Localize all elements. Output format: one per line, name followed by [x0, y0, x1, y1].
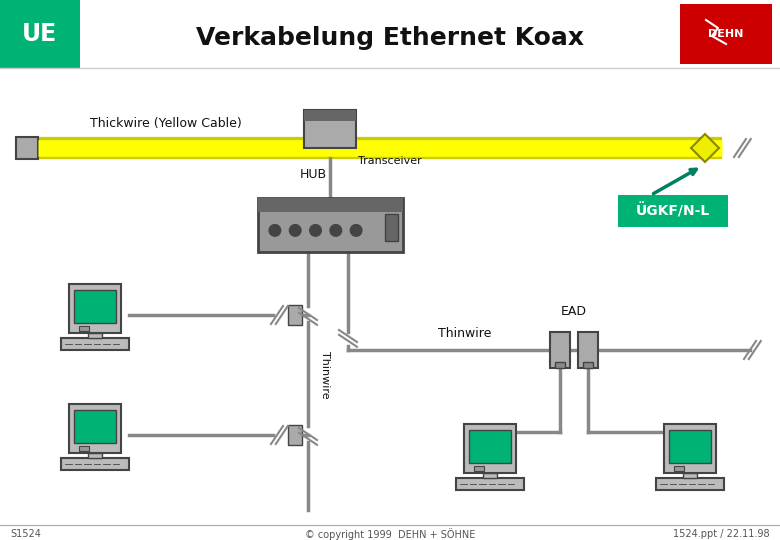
Bar	[680, 4, 772, 64]
Bar	[88, 333, 102, 338]
Text: DEHN: DEHN	[708, 29, 743, 39]
Bar	[656, 478, 724, 490]
Bar	[257, 198, 402, 252]
Bar	[550, 332, 570, 368]
Bar	[304, 110, 356, 122]
Bar	[61, 338, 129, 350]
Bar	[683, 473, 697, 478]
Circle shape	[330, 225, 342, 236]
Bar	[69, 404, 122, 453]
Bar	[74, 289, 115, 323]
Text: HUB: HUB	[300, 168, 327, 181]
Bar	[456, 478, 524, 490]
Bar	[474, 465, 484, 470]
Bar	[583, 361, 593, 368]
Text: 1524.ppt / 22.11.98: 1524.ppt / 22.11.98	[673, 529, 770, 539]
Text: © copyright 1999  DEHN + SÖHNE: © copyright 1999 DEHN + SÖHNE	[305, 528, 475, 540]
Text: UE: UE	[23, 22, 58, 46]
Text: ÜGKF/N-L: ÜGKF/N-L	[636, 204, 710, 219]
Bar	[16, 137, 38, 159]
Bar	[664, 424, 716, 473]
Bar	[288, 305, 302, 325]
Circle shape	[289, 225, 301, 236]
Circle shape	[269, 225, 281, 236]
Text: Thinwire: Thinwire	[320, 351, 330, 399]
Text: EAD: EAD	[561, 305, 587, 318]
Text: Transceiver: Transceiver	[358, 156, 422, 166]
Bar	[555, 361, 565, 368]
Bar	[674, 465, 684, 470]
Text: Thickwire (Yellow Cable): Thickwire (Yellow Cable)	[90, 117, 242, 130]
Bar	[80, 326, 89, 330]
Polygon shape	[691, 134, 719, 162]
Bar	[304, 110, 356, 148]
Bar	[0, 0, 80, 68]
Bar	[578, 332, 598, 368]
Circle shape	[310, 225, 321, 236]
Bar	[618, 195, 728, 227]
Bar	[69, 284, 122, 333]
Bar	[483, 473, 497, 478]
Bar	[385, 214, 398, 241]
Bar	[80, 446, 89, 450]
Bar	[88, 453, 102, 458]
Bar	[74, 410, 115, 443]
Bar	[61, 458, 129, 470]
Bar	[257, 198, 402, 212]
Text: Verkabelung Ethernet Koax: Verkabelung Ethernet Koax	[196, 26, 584, 50]
Text: Thinwire: Thinwire	[438, 327, 491, 340]
Bar	[288, 425, 302, 445]
Bar	[669, 430, 711, 463]
Circle shape	[350, 225, 362, 236]
Bar	[470, 430, 511, 463]
Text: S1524: S1524	[10, 529, 41, 539]
Bar	[463, 424, 516, 473]
